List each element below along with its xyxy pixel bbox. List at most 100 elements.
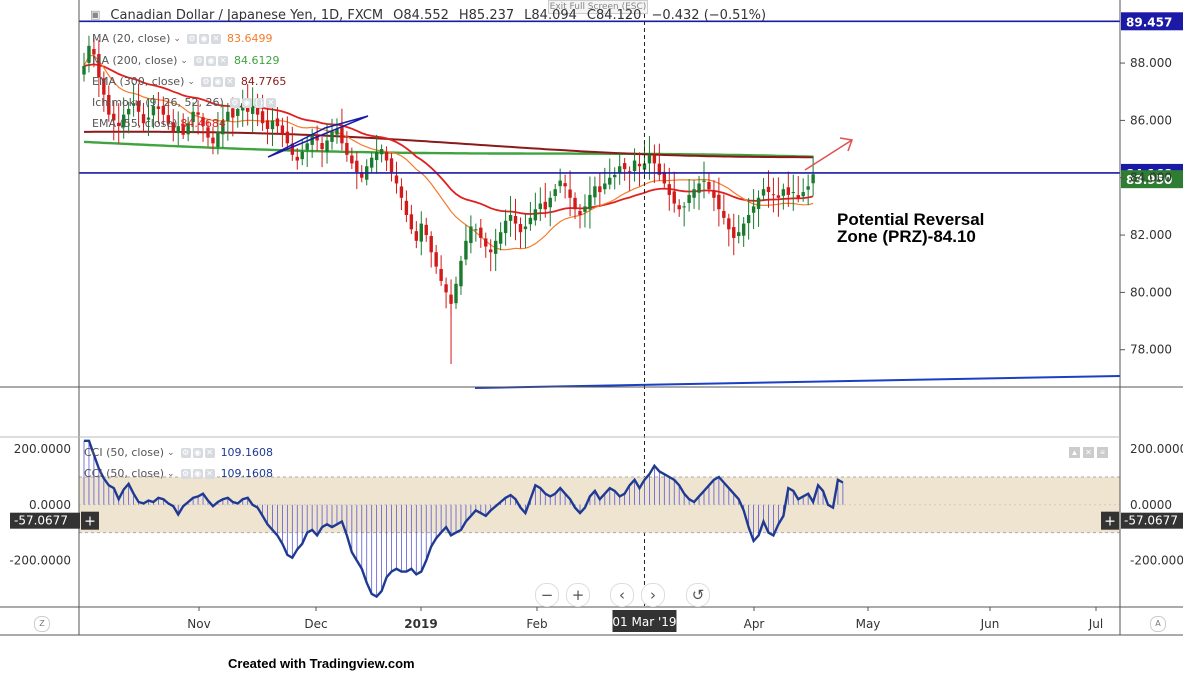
candle-body [474,229,478,231]
candle-body [741,223,746,236]
candle-body [632,160,637,171]
settings-icon[interactable]: ⚙ [186,33,197,44]
close-icon[interactable]: ✕ [265,97,276,108]
candle-body [117,122,121,127]
code-icon[interactable]: {} [253,97,265,108]
close-icon[interactable]: ✕ [217,55,228,66]
candle-body [533,209,538,221]
move-up-icon[interactable]: ▲ [1069,447,1080,458]
zoom-in-button[interactable]: + [566,583,590,607]
candle-body [285,131,290,144]
candle-body [791,192,795,194]
chevron-down-icon[interactable]: ⌄ [173,33,181,44]
candle-body [330,131,334,142]
legend-ema55[interactable]: EMA (55, close) 84.4684 [92,117,226,130]
candle-body [464,240,468,260]
reset-button[interactable]: ↺ [686,583,710,607]
settings-icon[interactable]: ⚙ [193,55,204,66]
candle-body [454,283,458,304]
eye-icon[interactable]: ◉ [205,55,216,66]
candle-body [469,226,473,244]
candle-body [672,191,676,204]
candle-body [498,232,503,244]
chevron-down-icon[interactable]: ⌄ [187,76,195,87]
candle-body [181,124,185,135]
candle-body [236,108,240,116]
close-icon[interactable]: ✕ [210,33,221,44]
candle-body [603,183,607,190]
candle-body [518,224,523,233]
candle-body [255,105,260,115]
candle-body [325,140,329,152]
cci-tick-label-left: 0.0000 [29,498,71,512]
candle-body [697,183,701,193]
pane-menu-icon[interactable]: ≡ [1097,447,1108,458]
close-icon[interactable]: ✕ [204,468,215,479]
ohlc-high: H85.237 [458,8,515,23]
close-pane-icon[interactable]: ✕ [1083,447,1094,458]
candle-body [751,206,756,213]
price-tick-label: 88.000 [1130,56,1172,70]
candle-body [707,181,711,190]
legend-ma200[interactable]: MA (200, close) ⌄ ⚙ ◉ ✕ 84.6129 [92,54,279,67]
eye-icon[interactable]: ◉ [192,468,203,479]
zoom-corner-button[interactable]: Z [34,616,50,632]
auto-scale-button[interactable]: A [1150,616,1166,632]
close-icon[interactable]: ✕ [204,447,215,458]
candle-body [513,216,518,224]
symbol-title[interactable]: Canadian Dollar / Japanese Yen, 1D, FXCM [110,8,384,23]
settings-icon[interactable]: ⚙ [229,97,240,108]
eye-icon[interactable]: ◉ [198,33,209,44]
candle-body [320,143,324,150]
candle-body [503,220,508,234]
legend-cci-1[interactable]: CCI (50, close) ⌄ ⚙ ◉ ✕ 109.1608 [84,446,273,459]
plus-icon: + [1104,514,1116,530]
settings-icon[interactable]: ⚙ [180,447,191,458]
close-icon[interactable]: ✕ [224,76,235,87]
legend-ma20[interactable]: MA (20, close) ⌄ ⚙ ◉ ✕ 83.6499 [92,32,272,45]
projection-arrow-line [804,139,853,171]
zoom-out-button[interactable]: − [535,583,559,607]
chevron-down-icon[interactable]: ⌄ [167,468,175,479]
candle-body [811,174,815,184]
eye-icon[interactable]: ◉ [192,447,203,458]
scroll-left-button[interactable]: ‹ [610,583,634,607]
legend-ichimoku[interactable]: Ichimoku (9, 26, 52, 26) ⚙ ◉{} ✕ [92,96,279,109]
legend-ichimoku-label: Ichimoku (9, 26, 52, 26) [92,96,224,109]
chevron-icon[interactable]: ▣ [90,8,101,21]
candle-body [652,155,657,164]
cci-line [84,439,844,599]
candle-body [538,203,543,210]
legend-cci-2[interactable]: CCI (50, close) ⌄ ⚙ ◉ ✕ 109.1608 [84,467,273,480]
ma200-line [83,140,814,158]
ema300-line [84,130,814,159]
candle-body [290,143,295,155]
candle-body [136,100,141,112]
eye-icon[interactable]: ◉ [212,76,223,87]
candle-body [211,137,215,144]
time-tick-label: Dec [304,617,327,631]
candle-body [593,186,597,198]
candle-body [107,94,111,115]
footer-credit: Created with Tradingview.com [228,656,415,671]
candle-body [265,120,270,129]
candle-body [151,106,156,116]
candle-body [280,125,285,135]
crosshair-plus-right [1101,511,1119,530]
candle-body [360,172,364,178]
legend-ema300[interactable]: EMA (300, close) ⌄ ⚙ ◉ ✕ 84.7765 [92,75,286,88]
time-tick-label: Jun [980,617,1000,631]
candle-body [300,151,304,160]
chevron-down-icon[interactable]: ⌄ [180,55,188,66]
eye-icon[interactable]: ◉ [241,97,252,108]
candle-body [737,232,741,236]
chevron-down-icon[interactable]: ⌄ [167,447,175,458]
scroll-right-button[interactable]: › [641,583,665,607]
candle-body [687,194,691,204]
candle-body [657,163,662,175]
candle-body [548,197,552,208]
settings-icon[interactable]: ⚙ [200,76,211,87]
settings-icon[interactable]: ⚙ [180,468,191,479]
exit-fullscreen-button[interactable]: Exit Full Screen (ESC) [548,0,648,14]
